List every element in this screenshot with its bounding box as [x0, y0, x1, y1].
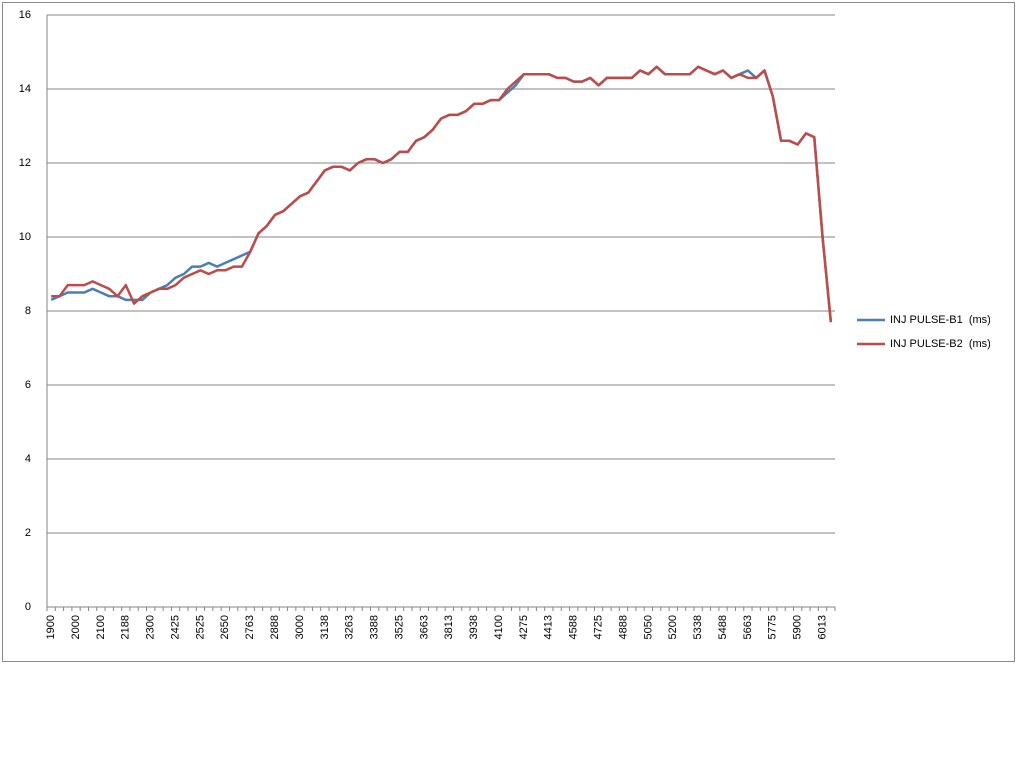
x-tick-label: 5775: [767, 615, 779, 639]
x-tick-label: 4588: [568, 615, 580, 639]
y-tick-label: 16: [19, 9, 31, 21]
x-tick-label: 5663: [742, 615, 754, 639]
x-tick-label: 1900: [45, 615, 57, 639]
x-tick-label: 4888: [617, 615, 629, 639]
series-line: [51, 65, 833, 323]
x-tick-label: 2763: [244, 615, 256, 639]
y-tick-label: 2: [25, 527, 31, 539]
x-tick-label: 4275: [518, 615, 530, 639]
x-tick-label: 2000: [70, 615, 82, 639]
x-tick-label: 5338: [692, 615, 704, 639]
x-tick-label: 3813: [443, 615, 455, 639]
x-tick-label: 3388: [369, 615, 381, 639]
x-tick-label: 3000: [294, 615, 306, 639]
y-tick-label: 6: [25, 379, 31, 391]
x-tick-label: 2525: [194, 615, 206, 639]
x-tick-label: 3263: [344, 615, 356, 639]
x-tick-label: 2188: [120, 615, 132, 639]
y-tick-label: 0: [25, 601, 31, 613]
x-tick-label: 2425: [169, 615, 181, 639]
x-tick-label: 4413: [543, 615, 555, 639]
x-tick-label: 6013: [816, 615, 828, 639]
x-tick-label: 3938: [468, 615, 480, 639]
y-tick-label: 8: [25, 305, 31, 317]
x-tick-label: 3138: [319, 615, 331, 639]
y-tick-label: 12: [19, 157, 31, 169]
x-tick-label: 2650: [219, 615, 231, 639]
x-tick-label: 5050: [642, 615, 654, 639]
y-tick-label: 4: [25, 453, 31, 465]
x-tick-label: 5900: [792, 615, 804, 639]
x-tick-label: 4100: [493, 615, 505, 639]
legend-label: INJ PULSE-B2 (ms): [890, 338, 991, 350]
x-tick-label: 2888: [269, 615, 281, 639]
x-tick-label: 5488: [717, 615, 729, 639]
x-tick-label: 2100: [95, 615, 107, 639]
y-tick-label: 10: [19, 231, 31, 243]
x-tick-label: 2300: [145, 615, 157, 639]
x-tick-label: 3663: [418, 615, 430, 639]
x-tick-label: 4725: [593, 615, 605, 639]
legend-label: INJ PULSE-B1 (ms): [890, 314, 991, 326]
chart-border: [2, 2, 1015, 662]
x-tick-label: 3525: [393, 615, 405, 639]
y-tick-label: 14: [19, 83, 31, 95]
x-tick-label: 5200: [667, 615, 679, 639]
